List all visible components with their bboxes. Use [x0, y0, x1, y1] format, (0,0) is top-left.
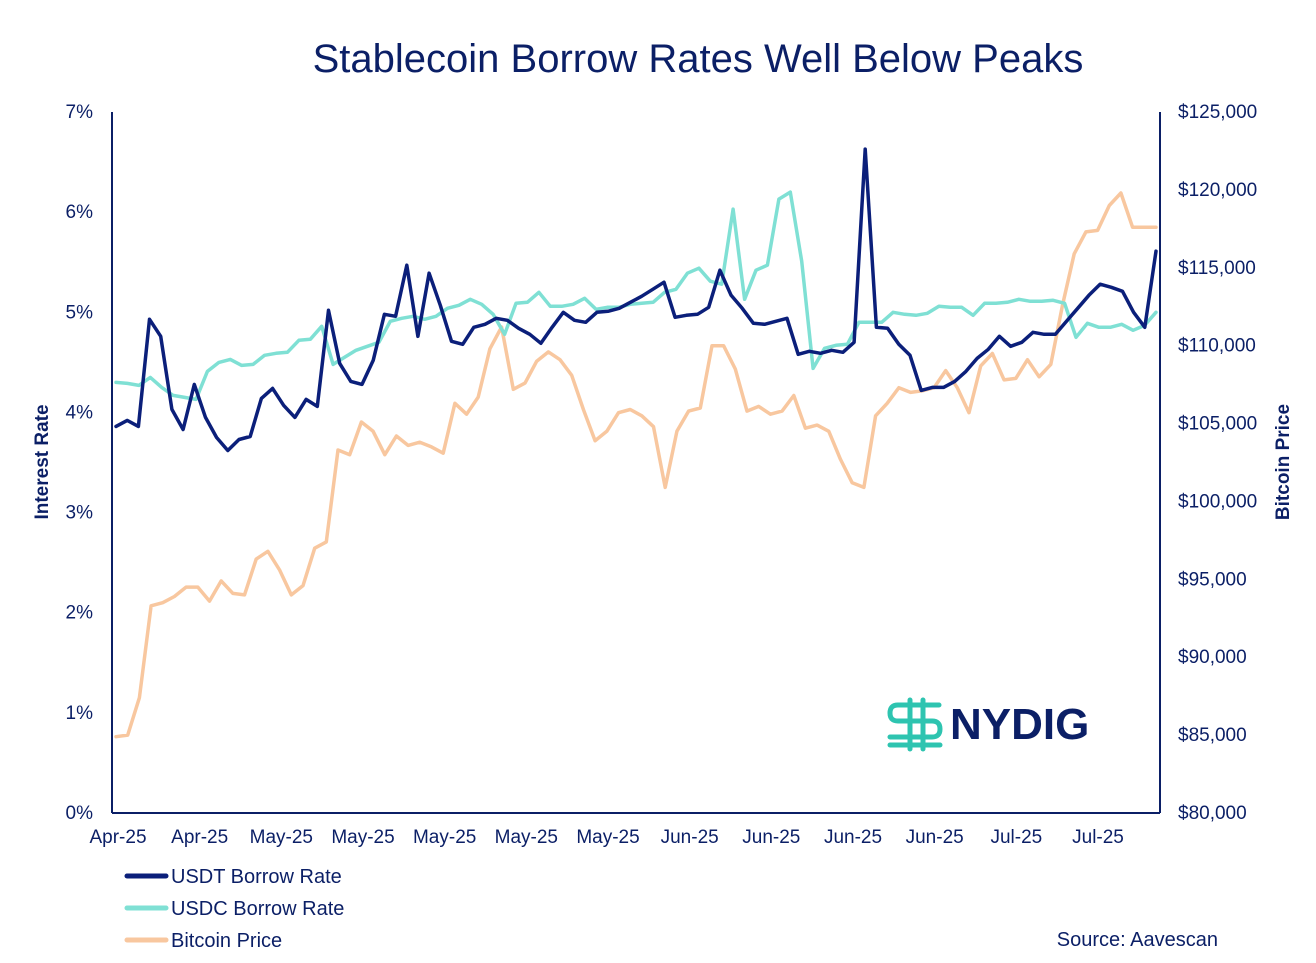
right-tick-label: $90,000	[1178, 647, 1247, 668]
series-line-bitcoin-price	[114, 191, 1158, 739]
x-tick-label: Jun-25	[906, 827, 964, 848]
chart-title: Stablecoin Borrow Rates Well Below Peaks	[313, 37, 1084, 81]
x-tick-label: May-25	[250, 827, 313, 848]
x-tick-label: Apr-25	[171, 827, 228, 848]
right-tick-label: $100,000	[1178, 491, 1257, 512]
x-tick-label: Jun-25	[742, 827, 800, 848]
x-tick-label: May-25	[576, 827, 639, 848]
left-tick-label: 1%	[66, 703, 94, 724]
x-tick-label: Jul-25	[990, 827, 1042, 848]
right-tick-label: $110,000	[1178, 336, 1256, 357]
left-tick-label: 0%	[66, 803, 94, 824]
right-tick-label: $105,000	[1178, 414, 1257, 435]
left-axis-ticks: 0% 1% 2% 3% 4% 5% 6% 7%	[66, 102, 94, 824]
right-tick-label: $115,000	[1178, 258, 1256, 279]
left-tick-label: 6%	[66, 202, 94, 223]
series-line-usdc-borrow-rate	[114, 190, 1158, 402]
logo-text: NYDIG	[950, 700, 1089, 749]
right-tick-label: $120,000	[1178, 180, 1257, 201]
series-line-usdt-borrow-rate	[114, 147, 1158, 453]
source-note: Source: Aavescan	[1057, 929, 1218, 951]
x-tick-label: Jul-25	[1072, 827, 1124, 848]
x-tick-label: May-25	[413, 827, 476, 848]
x-tick-label: Jun-25	[661, 827, 719, 848]
legend-label: USDT Borrow Rate	[171, 866, 342, 888]
x-tick-label: May-25	[495, 827, 558, 848]
right-tick-label: $95,000	[1178, 569, 1247, 590]
legend: USDT Borrow Rate USDC Borrow Rate Bitcoin …	[124, 866, 344, 952]
nydig-logo-icon	[887, 697, 943, 752]
series-lines	[114, 147, 1158, 739]
left-tick-label: 7%	[66, 102, 94, 123]
nydig-logo: NYDIG	[887, 697, 1089, 752]
left-tick-label: 5%	[66, 302, 94, 323]
x-tick-label: Jun-25	[824, 827, 882, 848]
legend-label: USDC Borrow Rate	[171, 898, 344, 920]
right-tick-label: $125,000	[1178, 102, 1257, 123]
left-tick-label: 2%	[66, 603, 94, 624]
x-tick-label: May-25	[331, 827, 394, 848]
right-axis-ticks: $80,000 $85,000 $90,000 $95,000 $100,000 $105…	[1178, 102, 1257, 824]
left-axis-title: Interest Rate	[32, 404, 53, 519]
left-tick-label: 4%	[66, 402, 94, 423]
x-tick-label: Apr-25	[89, 827, 146, 848]
x-axis-ticks: Apr-25 Apr-25 May-25 May-25 May-25 May-25 May-…	[89, 827, 1123, 848]
legend-label: Bitcoin Price	[171, 930, 282, 952]
left-tick-label: 3%	[66, 503, 94, 524]
right-tick-label: $80,000	[1178, 803, 1247, 824]
right-tick-label: $85,000	[1178, 725, 1247, 746]
right-axis-title: Bitcoin Price	[1273, 404, 1294, 520]
